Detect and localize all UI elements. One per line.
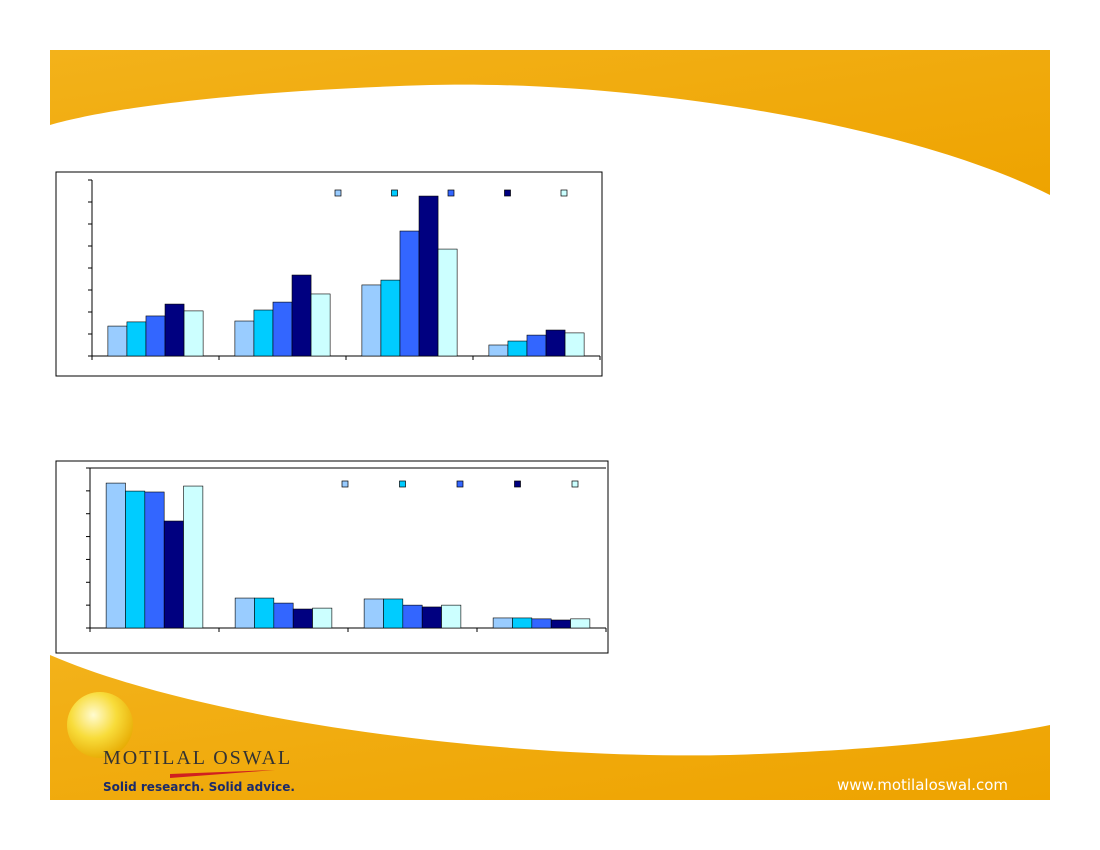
bar <box>437 248 458 357</box>
bar <box>399 230 420 357</box>
bar <box>564 332 585 357</box>
bottom-band <box>50 655 1050 800</box>
bar <box>550 619 571 629</box>
bar <box>272 301 293 357</box>
bar <box>441 604 462 629</box>
bar <box>526 334 547 357</box>
legend-swatch <box>504 189 511 197</box>
bar <box>254 597 275 629</box>
bar <box>512 617 533 629</box>
bar <box>164 303 185 357</box>
bar <box>292 608 313 629</box>
tagline: Solid research. Solid advice. <box>103 780 295 794</box>
bar <box>145 315 166 357</box>
bar <box>125 490 146 629</box>
bar <box>310 293 331 357</box>
bar <box>531 618 552 629</box>
bar <box>570 618 591 629</box>
bar <box>363 598 384 629</box>
legend-swatch <box>571 480 579 488</box>
bar <box>418 195 439 357</box>
bar <box>402 604 423 629</box>
bar <box>488 344 509 357</box>
bar <box>383 598 404 629</box>
bar <box>507 340 528 357</box>
bar <box>545 329 566 357</box>
legend-swatch <box>341 480 349 488</box>
bar <box>183 485 204 629</box>
url: www.motilaloswal.com <box>837 776 1008 794</box>
bar <box>126 321 147 357</box>
bar <box>234 320 255 357</box>
legend-swatch <box>391 189 398 197</box>
legend-swatch <box>560 189 568 197</box>
legend-swatch <box>399 480 406 488</box>
bar <box>183 310 204 357</box>
bar <box>253 309 274 357</box>
legend-swatch <box>334 189 342 197</box>
top-band <box>50 50 1050 195</box>
bar <box>107 325 128 357</box>
bar <box>492 617 513 629</box>
bar <box>291 274 312 357</box>
bar <box>273 602 294 629</box>
logo-ball <box>67 692 133 758</box>
bar <box>361 284 382 357</box>
bar <box>144 491 165 629</box>
bar <box>421 606 442 629</box>
bar <box>105 482 126 629</box>
bar <box>163 520 184 629</box>
bar <box>380 279 401 357</box>
brand: MOTILAL OSWAL <box>103 747 292 769</box>
bar <box>312 607 333 629</box>
bar <box>234 597 255 629</box>
logo-swoosh <box>170 770 275 778</box>
legend-swatch <box>447 189 455 197</box>
legend-swatch <box>514 480 521 488</box>
legend-swatch <box>456 480 464 488</box>
